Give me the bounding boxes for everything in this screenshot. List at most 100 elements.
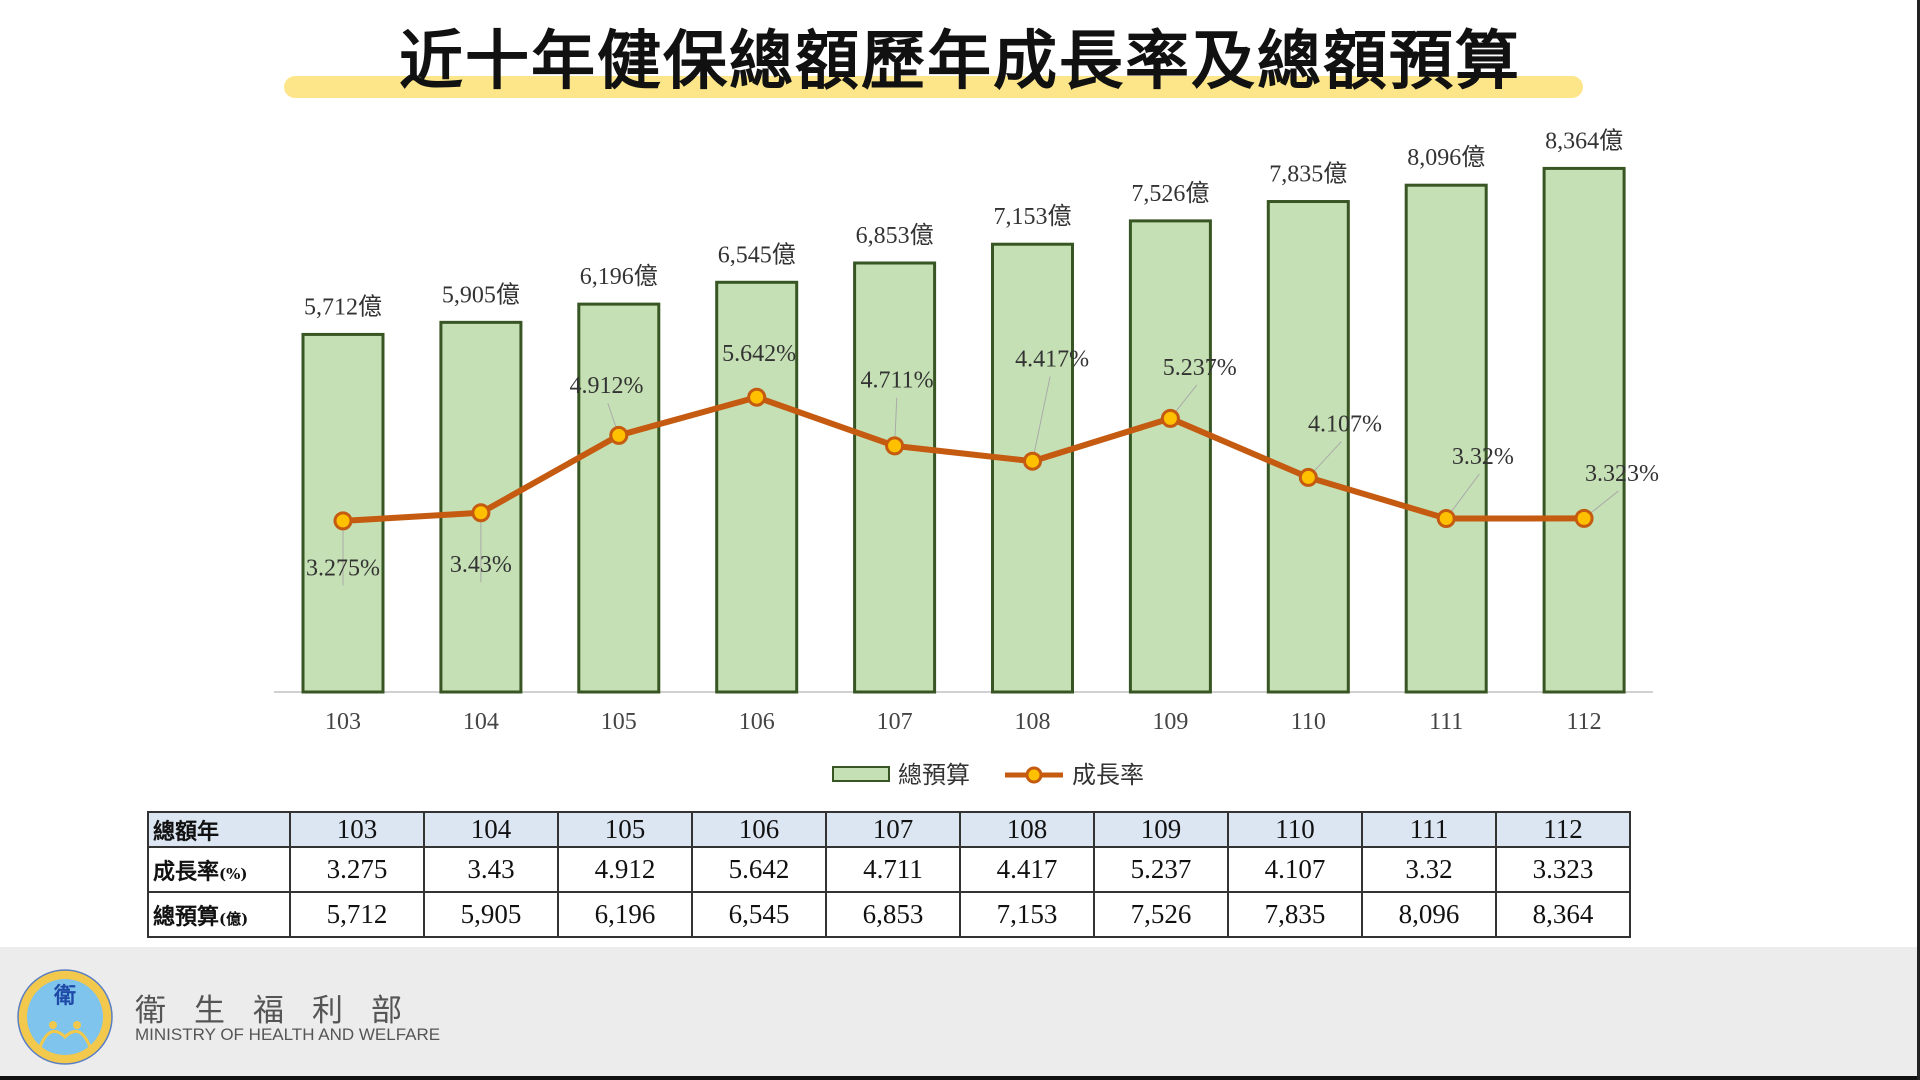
- ministry-logo-icon: 衛: [17, 969, 113, 1065]
- rate-label-103: 3.275%: [306, 555, 380, 581]
- year-cell: 112: [1495, 811, 1631, 848]
- marker-106: [747, 387, 767, 407]
- row-header-year: 總額年: [147, 811, 291, 848]
- year-cell: 104: [423, 811, 559, 848]
- bar-label-103: 5,712億: [304, 293, 382, 320]
- growth-cell: 3.43: [423, 846, 559, 893]
- marker-111: [1436, 509, 1456, 529]
- legend-label-budget: 總預算: [898, 761, 970, 789]
- bar-label-110: 7,835億: [1269, 161, 1347, 188]
- x-tick-107: 107: [877, 709, 913, 735]
- growth-cell: 3.323: [1495, 846, 1631, 893]
- bar-111: [1404, 183, 1488, 694]
- x-tick-111: 111: [1429, 709, 1463, 735]
- budget-cell: 7,835: [1227, 891, 1363, 938]
- border-line: [1917, 0, 1920, 1080]
- growth-unit: (%): [219, 864, 248, 883]
- year-cell: 106: [691, 811, 827, 848]
- title-highlight: [284, 76, 1583, 98]
- year-cell: 108: [959, 811, 1095, 848]
- leader-line-108: [1032, 376, 1051, 462]
- budget-label: 總預算: [153, 903, 220, 930]
- rate-label-110: 4.107%: [1308, 412, 1382, 438]
- rate-label-112: 3.323%: [1585, 461, 1659, 487]
- budget-cell: 6,853: [825, 891, 961, 938]
- marker-104: [471, 503, 491, 523]
- footer: [0, 947, 1920, 1080]
- rate-label-109: 5.237%: [1163, 355, 1237, 381]
- budget-cell: 8,364: [1495, 891, 1631, 938]
- marker-112: [1574, 508, 1594, 528]
- bar-label-105: 6,196億: [580, 263, 658, 290]
- bar-label-112: 8,364億: [1545, 127, 1623, 154]
- org-name-en: MINISTRY OF HEALTH AND WELFARE: [135, 1025, 441, 1044]
- growth-cell: 4.711: [825, 846, 961, 893]
- marker-108: [1023, 451, 1042, 471]
- x-tick-109: 109: [1152, 709, 1188, 735]
- year-cell: 110: [1227, 811, 1363, 848]
- legend-label-growth: 成長率: [1072, 761, 1144, 789]
- bar-label-104: 5,905億: [442, 281, 520, 308]
- growth-cell: 4.417: [959, 846, 1095, 893]
- budget-cell: 5,712: [289, 891, 425, 938]
- legend-bar-swatch: [832, 766, 890, 782]
- bar-109: [1128, 219, 1212, 694]
- marker-103: [333, 511, 353, 531]
- marker-105: [609, 425, 629, 445]
- x-tick-104: 104: [463, 709, 499, 735]
- table-row-budget: 總預算(億) 5,712 5,905 6,196 6,545 6,853 7,153 7,52…: [147, 891, 1631, 938]
- budget-cell: 7,153: [959, 891, 1095, 938]
- bar-label-109: 7,526億: [1131, 180, 1209, 207]
- growth-cell: 4.912: [557, 846, 693, 893]
- bar-label-111: 8,096億: [1407, 144, 1485, 171]
- org-name-zh: 衛生福利部: [135, 993, 430, 1029]
- growth-line: [342, 394, 1585, 524]
- marker-107: [885, 436, 905, 456]
- growth-cell: 5.642: [691, 846, 827, 893]
- growth-cell: 3.275: [289, 846, 425, 893]
- x-tick-103: 103: [325, 709, 361, 735]
- table-row-growth: 成長率(%) 3.275 3.43 4.912 5.642 4.711 4.417 5.237…: [147, 846, 1631, 893]
- combo-chart: 5,712億 103 5,905億 104 6,196億 105 6,545億 106 6,85…: [274, 127, 1659, 789]
- year-cell: 111: [1361, 811, 1497, 848]
- x-tick-108: 108: [1015, 709, 1051, 735]
- rate-label-105: 4.912%: [570, 373, 644, 399]
- row-header-growth: 成長率(%): [147, 846, 291, 893]
- page-title: 近十年健保總額歷年成長率及總額預算: [399, 25, 1521, 99]
- bar-106: [715, 280, 799, 694]
- data-table: 總額年 103 104 105 106 107 108 109 110 111 112 成長率(%)…: [147, 811, 1631, 938]
- bar-label-108: 7,153億: [994, 203, 1072, 230]
- marker-110: [1298, 467, 1318, 487]
- year-cell: 103: [289, 811, 425, 848]
- rate-label-106: 5.642%: [722, 341, 796, 367]
- year-cell: 107: [825, 811, 961, 848]
- table-row-year: 總額年 103 104 105 106 107 108 109 110 111 112: [147, 811, 1631, 848]
- budget-cell: 5,905: [423, 891, 559, 938]
- budget-unit: (億): [219, 909, 249, 928]
- x-tick-106: 106: [739, 709, 775, 735]
- bar-110: [1266, 200, 1350, 694]
- marker-109: [1160, 408, 1180, 428]
- growth-cell: 4.107: [1227, 846, 1363, 893]
- rate-label-111: 3.32%: [1452, 444, 1514, 470]
- budget-cell: 7,526: [1093, 891, 1229, 938]
- x-tick-112: 112: [1567, 709, 1602, 735]
- growth-cell: 5.237: [1093, 846, 1229, 893]
- bar-label-107: 6,853億: [856, 222, 934, 249]
- growth-label: 成長率: [153, 858, 220, 885]
- rate-label-104: 3.43%: [450, 552, 512, 578]
- budget-cell: 6,196: [557, 891, 693, 938]
- legend-marker: [1025, 766, 1043, 784]
- rate-label-107: 4.711%: [860, 368, 933, 394]
- bar-105: [577, 302, 661, 694]
- x-tick-105: 105: [601, 709, 637, 735]
- row-header-budget: 總預算(億): [147, 891, 291, 938]
- rate-label-108: 4.417%: [1015, 346, 1089, 372]
- x-tick-110: 110: [1291, 709, 1326, 735]
- budget-cell: 8,096: [1361, 891, 1497, 938]
- year-cell: 109: [1093, 811, 1229, 848]
- year-cell: 105: [557, 811, 693, 848]
- growth-cell: 3.32: [1361, 846, 1497, 893]
- bar-label-106: 6,545億: [718, 241, 796, 268]
- bar-112: [1542, 166, 1626, 694]
